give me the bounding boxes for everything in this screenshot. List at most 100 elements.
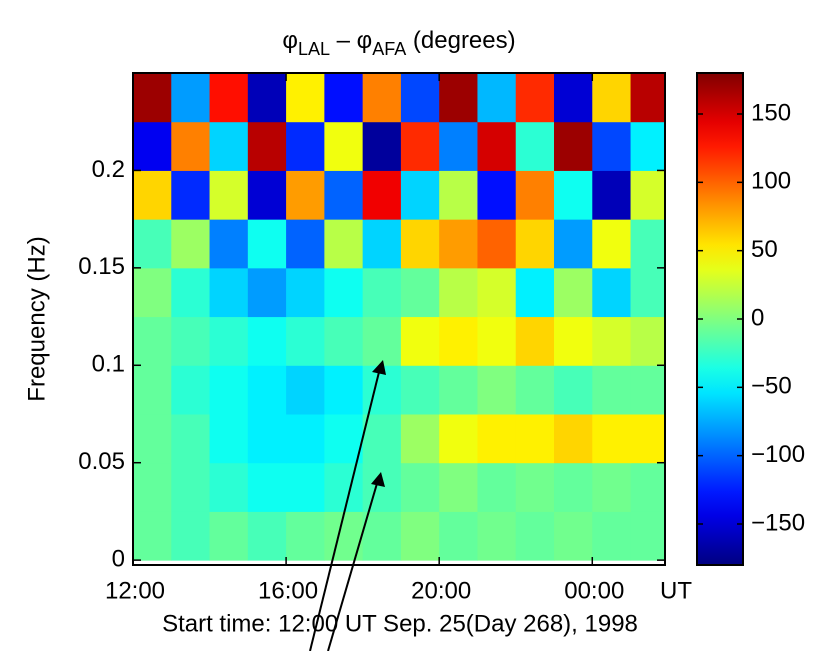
x-tick-label: 20:00 — [411, 577, 471, 604]
heatmap-cell — [592, 219, 632, 269]
heatmap-cell — [515, 121, 555, 171]
heatmap-cell — [630, 413, 665, 464]
heatmap-cell — [515, 365, 555, 415]
heatmap-cell — [362, 170, 402, 220]
heatmap-cell — [400, 413, 440, 464]
heatmap-cell — [515, 413, 555, 464]
heatmap-cell — [286, 267, 325, 318]
heatmap-cell — [247, 316, 287, 366]
colorbar-tick-label: −150 — [751, 509, 805, 536]
heatmap-cell — [362, 413, 402, 464]
colorbar-tick-label: 50 — [751, 236, 778, 263]
heatmap-cell — [592, 365, 632, 415]
heatmap-cell — [515, 219, 555, 269]
heatmap-cell — [286, 413, 325, 464]
heatmap-cell — [592, 170, 632, 220]
heatmap-cell — [362, 462, 402, 512]
heatmap-cell — [247, 511, 287, 561]
heatmap-cell — [477, 365, 517, 415]
heatmap-cell — [209, 413, 249, 464]
heatmap-cell — [247, 462, 287, 512]
heatmap-cell — [324, 267, 364, 318]
heatmap-cell — [209, 170, 249, 220]
heatmap-cell — [400, 316, 440, 366]
heatmap-cell — [324, 316, 364, 366]
heatmap-cell — [592, 413, 632, 464]
heatmap-cell — [171, 73, 211, 123]
heatmap-cell — [171, 462, 211, 512]
heatmap-cell — [286, 316, 325, 366]
heatmap-cell — [630, 170, 665, 220]
heatmap-cell — [171, 267, 211, 318]
heatmap-cell — [247, 219, 287, 269]
heatmap-cell — [477, 170, 517, 220]
heatmap-cell — [247, 267, 287, 318]
heatmap-cell — [554, 267, 593, 318]
heatmap-cell — [171, 413, 211, 464]
heatmap-cell — [362, 73, 402, 123]
heatmap-cell — [554, 413, 593, 464]
heatmap-cell — [209, 219, 249, 269]
heatmap-cell — [209, 462, 249, 512]
heatmap-cell — [439, 413, 478, 464]
heatmap-cell — [133, 121, 172, 171]
heatmap-cell — [247, 413, 287, 464]
heatmap-cell — [286, 170, 325, 220]
heatmap-cell — [439, 365, 478, 415]
heatmap-cell — [477, 267, 517, 318]
heatmap-cell — [439, 170, 478, 220]
heatmap-cell — [477, 316, 517, 366]
heatmap-cell — [554, 365, 593, 415]
heatmap-cell — [515, 511, 555, 561]
heatmap-cell — [630, 219, 665, 269]
heatmap-cell — [324, 462, 364, 512]
heatmap-cell — [400, 170, 440, 220]
heatmap-cell — [133, 73, 172, 123]
colorbar-tick-label: −50 — [751, 373, 792, 400]
heatmap-cell — [439, 121, 478, 171]
heatmap-cell — [324, 219, 364, 269]
heatmap-cell — [247, 365, 287, 415]
heatmap-cell — [515, 267, 555, 318]
heatmap-cell — [630, 462, 665, 512]
heatmap-cell — [133, 219, 172, 269]
heatmap-cell — [439, 73, 478, 123]
heatmap-cell — [171, 170, 211, 220]
heatmap-cell — [324, 121, 364, 171]
heatmap-cell — [554, 219, 593, 269]
heatmap-cell — [209, 316, 249, 366]
heatmap-cell — [171, 121, 211, 171]
heatmap-cell — [554, 121, 593, 171]
heatmap-cell — [247, 170, 287, 220]
heatmap-cell — [133, 413, 172, 464]
heatmap-cell — [324, 73, 364, 123]
y-axis-label: Frequency (Hz) — [23, 236, 50, 401]
annotation-arrow — [309, 367, 381, 651]
heatmap-cell — [324, 365, 364, 415]
y-tick-label: 0 — [112, 545, 125, 572]
heatmap-cell — [362, 219, 402, 269]
y-tick-label: 0.05 — [78, 448, 125, 475]
colorbar-tick-label: 150 — [751, 99, 791, 126]
y-tick-label: 0.2 — [92, 156, 125, 183]
x-tick-label: 16:00 — [258, 577, 318, 604]
heatmap-cell — [247, 121, 287, 171]
heatmap-cell — [209, 121, 249, 171]
arrow-head — [371, 472, 385, 487]
heatmap-cell — [477, 511, 517, 561]
heatmap-cell — [171, 511, 211, 561]
heatmap-cell — [362, 267, 402, 318]
heatmap-cell — [286, 462, 325, 512]
heatmap-cell — [477, 121, 517, 171]
heatmap-cell — [477, 219, 517, 269]
heatmap-cell — [209, 511, 249, 561]
heatmap-cell — [247, 73, 287, 123]
heatmap-cell — [133, 365, 172, 415]
heatmap-cell — [133, 462, 172, 512]
heatmap-cell — [630, 121, 665, 171]
heatmap-cell — [362, 511, 402, 561]
heatmap-cell — [439, 267, 478, 318]
heatmap-cell — [400, 267, 440, 318]
heatmap-cell — [554, 462, 593, 512]
